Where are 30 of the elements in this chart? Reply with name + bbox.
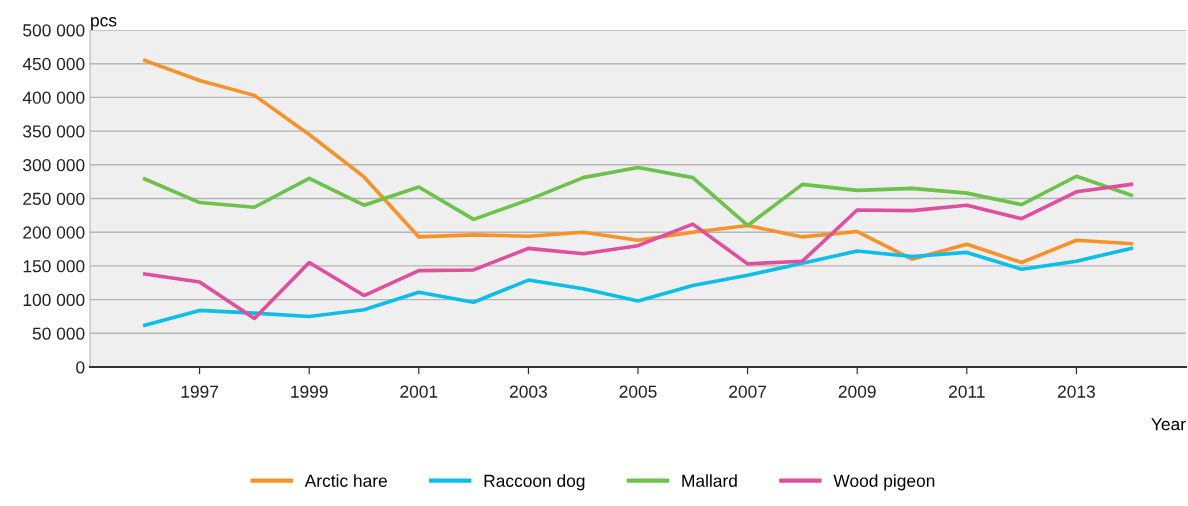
y-tick-label: 0: [76, 361, 85, 374]
y-tick-label: 450 000: [22, 57, 85, 71]
legend-label: Mallard: [682, 474, 737, 487]
y-tick-label: 250 000: [23, 192, 85, 205]
y-tick-label: 50 000: [32, 327, 85, 340]
x-axis-title: Year: [1151, 418, 1186, 431]
x-tick-label: 2009: [838, 385, 876, 398]
y-tick-label: 150 000: [23, 260, 85, 273]
x-tick-label: 2007: [729, 385, 767, 398]
x-tick-label: 2005: [619, 385, 657, 398]
x-tick-label: 1997: [181, 385, 219, 398]
legend-label: Wood pigeon: [833, 474, 935, 491]
legend-label: Raccoon dog: [484, 474, 585, 491]
line-series: [142, 246, 1134, 328]
x-tick-label: 2011: [949, 385, 985, 398]
y-tick-label: 300 000: [23, 158, 85, 172]
y-tick-label: 200 000: [23, 226, 85, 239]
y-tick-label: 100 000: [23, 293, 85, 307]
y-tick-label: 400 000: [22, 91, 85, 104]
line-series: [142, 182, 1134, 321]
x-tick-label: 2003: [509, 385, 547, 398]
x-tick-label: 2001: [400, 385, 438, 398]
line-series: [142, 58, 1134, 265]
y-axis-title: pcs: [91, 17, 117, 30]
y-tick-label: 500 000: [23, 24, 85, 37]
legend-label: Arctic hare: [304, 474, 387, 487]
x-tick-label: 1999: [291, 385, 328, 398]
y-tick-label: 350 000: [23, 125, 85, 138]
x-tick-label: 2013: [1057, 385, 1095, 398]
line-series: [142, 165, 1134, 228]
